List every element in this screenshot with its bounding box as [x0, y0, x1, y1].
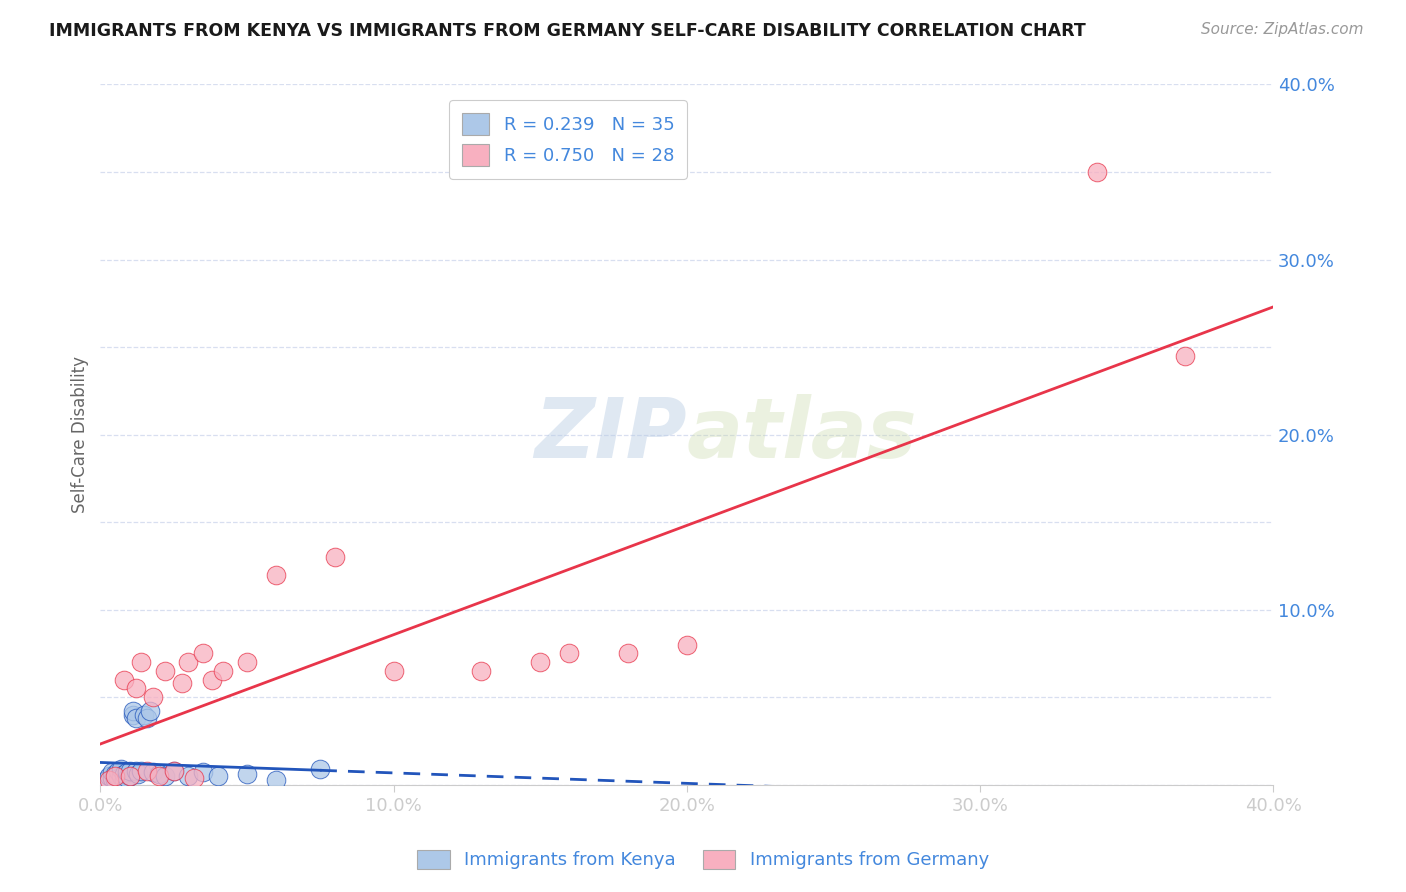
Point: [139, 704, 162, 718]
Point: [101, 771, 124, 785]
Y-axis label: Self-Care Disability: Self-Care Disability: [72, 356, 89, 513]
Point: [207, 769, 229, 783]
Point: [124, 681, 146, 696]
Point: [323, 550, 346, 565]
Point: [148, 769, 170, 783]
Point: [121, 704, 143, 718]
Point: [1085, 165, 1108, 179]
Point: [558, 647, 581, 661]
Point: [96, 772, 118, 787]
Point: [309, 762, 332, 776]
Point: [112, 767, 135, 781]
Point: [236, 655, 259, 669]
Text: atlas: atlas: [686, 394, 917, 475]
Point: [142, 765, 165, 780]
Point: [177, 769, 200, 783]
Legend: R = 0.239   N = 35, R = 0.750   N = 28: R = 0.239 N = 35, R = 0.750 N = 28: [450, 101, 688, 178]
Point: [136, 711, 159, 725]
Point: [153, 769, 176, 783]
Text: ZIP: ZIP: [534, 394, 686, 475]
Point: [112, 673, 135, 687]
Point: [112, 772, 135, 787]
Point: [115, 771, 138, 785]
Point: [212, 664, 235, 678]
Point: [617, 647, 640, 661]
Point: [131, 655, 153, 669]
Point: [470, 664, 492, 678]
Point: [98, 772, 121, 787]
Text: IMMIGRANTS FROM KENYA VS IMMIGRANTS FROM GERMANY SELF-CARE DISABILITY CORRELATIO: IMMIGRANTS FROM KENYA VS IMMIGRANTS FROM…: [49, 22, 1085, 40]
Point: [124, 764, 146, 778]
Text: Source: ZipAtlas.com: Source: ZipAtlas.com: [1201, 22, 1364, 37]
Point: [191, 647, 214, 661]
Point: [148, 767, 170, 781]
Point: [118, 769, 141, 783]
Point: [110, 762, 132, 776]
Point: [104, 772, 127, 787]
Point: [134, 707, 156, 722]
Point: [675, 638, 697, 652]
Point: [107, 771, 129, 785]
Point: [264, 772, 287, 787]
Point: [191, 765, 214, 780]
Point: [110, 769, 132, 783]
Point: [142, 690, 165, 705]
Point: [121, 707, 143, 722]
Point: [201, 673, 224, 687]
Point: [118, 764, 141, 778]
Point: [107, 764, 129, 778]
Point: [98, 769, 121, 783]
Point: [118, 769, 141, 783]
Point: [529, 655, 551, 669]
Point: [104, 769, 127, 783]
Point: [382, 664, 405, 678]
Point: [1174, 349, 1197, 363]
Point: [153, 664, 176, 678]
Point: [127, 767, 149, 781]
Point: [136, 764, 159, 778]
Point: [183, 771, 205, 785]
Point: [264, 567, 287, 582]
Point: [124, 711, 146, 725]
Legend: Immigrants from Kenya, Immigrants from Germany: Immigrants from Kenya, Immigrants from G…: [408, 841, 998, 879]
Point: [163, 764, 186, 778]
Point: [104, 767, 127, 781]
Point: [177, 655, 200, 669]
Point: [236, 767, 259, 781]
Point: [101, 765, 124, 780]
Point: [163, 764, 186, 778]
Point: [172, 676, 194, 690]
Point: [115, 765, 138, 780]
Point: [131, 764, 153, 778]
